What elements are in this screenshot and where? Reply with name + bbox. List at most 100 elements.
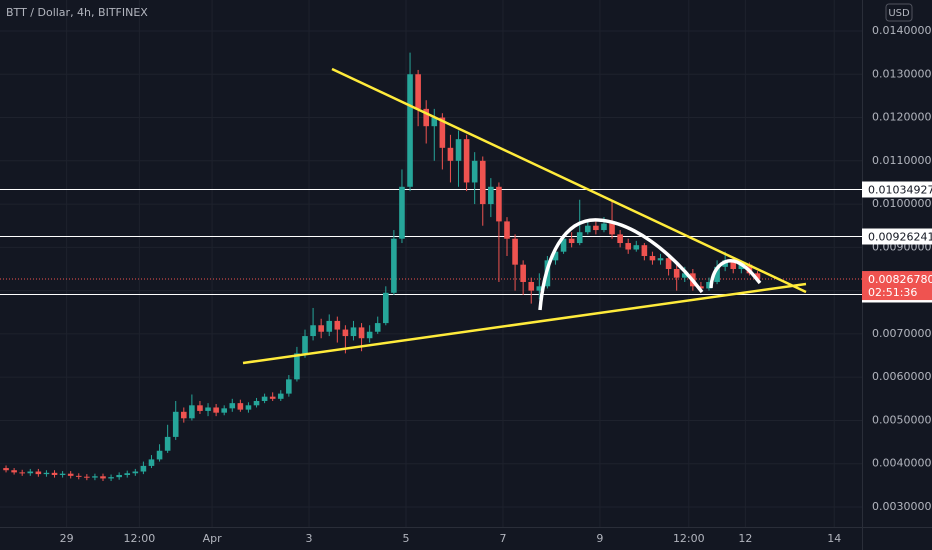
price-levels bbox=[0, 189, 862, 295]
candle-body bbox=[633, 245, 640, 250]
trend-line-upper bbox=[331, 67, 807, 294]
candle-body bbox=[253, 400, 260, 406]
candle-body bbox=[593, 225, 599, 231]
candle-body bbox=[172, 411, 179, 437]
candle-body bbox=[479, 160, 486, 205]
y-tick-label: 0.01400000 bbox=[872, 24, 932, 37]
candle-body bbox=[358, 327, 365, 339]
x-tick-label: 3 bbox=[306, 532, 313, 545]
candle-body bbox=[641, 245, 648, 257]
candle-body bbox=[3, 468, 9, 471]
candle-body bbox=[706, 281, 712, 289]
candle-body bbox=[67, 473, 74, 476]
candle-body bbox=[75, 475, 82, 477]
candle-body bbox=[488, 186, 494, 205]
candle-body bbox=[92, 476, 98, 478]
candle-body bbox=[673, 268, 680, 278]
y-tick-label: 0.00600000 bbox=[872, 370, 932, 383]
candle-body bbox=[156, 450, 163, 460]
candle-body bbox=[730, 260, 737, 269]
candle-body bbox=[649, 256, 656, 261]
candle-body bbox=[576, 232, 583, 244]
chart-title: BTT / Dollar, 4h, BITFINEX bbox=[6, 6, 148, 19]
y-tick-label: 0.00400000 bbox=[872, 457, 932, 470]
candle-body bbox=[124, 473, 131, 475]
candle-body bbox=[625, 243, 631, 250]
candle-body bbox=[383, 292, 389, 324]
candle-body bbox=[100, 476, 106, 479]
candle-body bbox=[504, 221, 510, 239]
x-tick-label: 12 bbox=[738, 532, 752, 545]
candle-body bbox=[560, 238, 567, 252]
candle-body bbox=[585, 225, 591, 233]
cup-arc bbox=[538, 218, 704, 311]
candle-body bbox=[374, 323, 381, 332]
candle-body bbox=[471, 160, 478, 183]
trend-line-lower bbox=[242, 282, 807, 365]
candle-body bbox=[43, 472, 50, 475]
candle-body bbox=[229, 403, 236, 409]
level-label-bg bbox=[862, 181, 932, 198]
x-tick-label: 12:00 bbox=[673, 532, 705, 545]
candle-body bbox=[326, 320, 333, 332]
countdown-label: 02:51:36 bbox=[868, 286, 917, 299]
candle-body bbox=[681, 273, 688, 278]
x-tick-label: 7 bbox=[499, 532, 506, 545]
currency-badge[interactable] bbox=[885, 3, 913, 22]
candle-body bbox=[609, 223, 615, 235]
y-tick-label: 0.01300000 bbox=[872, 67, 932, 80]
candle-body bbox=[568, 238, 575, 244]
candle-body bbox=[286, 379, 292, 394]
candle-body bbox=[407, 74, 413, 187]
y-tick-label: 0.00700000 bbox=[872, 327, 932, 340]
candle-body bbox=[51, 472, 58, 475]
candle-body bbox=[738, 264, 745, 269]
x-tick-label: 9 bbox=[596, 532, 603, 545]
candle-body bbox=[415, 74, 421, 109]
candle-body bbox=[261, 396, 268, 401]
candle-body bbox=[221, 408, 227, 413]
candle-body bbox=[318, 325, 324, 332]
drawings bbox=[242, 67, 807, 365]
candle-body bbox=[277, 393, 284, 399]
candle-body bbox=[342, 329, 349, 337]
candle-body bbox=[528, 281, 535, 291]
candle-body bbox=[399, 186, 405, 239]
candle-body bbox=[237, 403, 244, 410]
candle-body bbox=[447, 147, 454, 161]
candle-body bbox=[213, 407, 219, 413]
candle-body bbox=[108, 477, 114, 479]
handle-arc bbox=[709, 259, 762, 289]
candle-body bbox=[245, 405, 252, 410]
candle-body bbox=[27, 471, 34, 474]
candle-body bbox=[132, 471, 139, 474]
y-tick-label: 0.00300000 bbox=[872, 500, 932, 513]
y-tick-label: 0.00500000 bbox=[872, 413, 932, 426]
candle-body bbox=[665, 258, 672, 269]
y-tick-label: 0.01000000 bbox=[872, 197, 932, 210]
level-label: 0.00926241 bbox=[868, 231, 932, 244]
candle-body bbox=[164, 436, 171, 451]
currency-label[interactable]: USD bbox=[888, 8, 910, 19]
candle-body bbox=[391, 238, 397, 293]
last-price-bg bbox=[862, 271, 932, 301]
candle-body bbox=[455, 139, 462, 161]
candle-body bbox=[431, 117, 438, 127]
level-label-bg bbox=[862, 228, 932, 245]
candle-body bbox=[116, 474, 122, 478]
candle-body bbox=[197, 405, 203, 411]
candle-body bbox=[205, 407, 211, 411]
candle-body bbox=[463, 139, 470, 183]
candle-body bbox=[520, 264, 526, 282]
candle-body bbox=[366, 331, 373, 339]
candle-body bbox=[59, 473, 66, 475]
x-tick-label: Apr bbox=[203, 532, 223, 545]
candle-body bbox=[334, 320, 341, 330]
candle-body bbox=[698, 286, 704, 289]
candle-body bbox=[310, 325, 316, 337]
price-labels: 0.010349270.009262410.007913960.00826780… bbox=[862, 181, 932, 303]
candle-body bbox=[512, 238, 518, 265]
candle-body bbox=[496, 186, 502, 222]
